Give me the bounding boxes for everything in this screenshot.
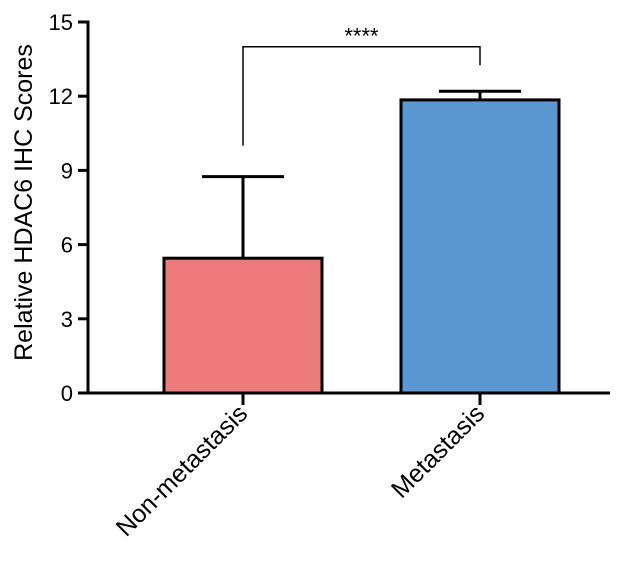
y-tick-label: 12 bbox=[49, 84, 73, 109]
x-category-label: Non-metastasis bbox=[111, 399, 254, 542]
y-tick-label: 9 bbox=[61, 158, 73, 183]
axes-layer bbox=[86, 20, 610, 395]
y-tick-label: 15 bbox=[49, 10, 73, 35]
significance-bracket: **** bbox=[242, 24, 481, 146]
y-axis-title: Relative HDAC6 IHC Scores bbox=[10, 44, 38, 361]
bar-non-metastasis bbox=[162, 256, 324, 395]
bars-layer bbox=[162, 89, 561, 395]
significance-line bbox=[242, 45, 481, 146]
x-category-label: Metastasis bbox=[386, 399, 490, 503]
x-ticks: Non-metastasis Metastasis bbox=[111, 393, 490, 542]
bar-metastasis bbox=[399, 98, 561, 395]
y-ticks: 0 3 6 9 12 15 bbox=[49, 10, 88, 406]
significance-label: **** bbox=[344, 24, 379, 49]
y-tick-label: 3 bbox=[61, 307, 73, 332]
y-tick-label: 0 bbox=[61, 381, 73, 406]
y-tick-label: 6 bbox=[61, 233, 73, 258]
